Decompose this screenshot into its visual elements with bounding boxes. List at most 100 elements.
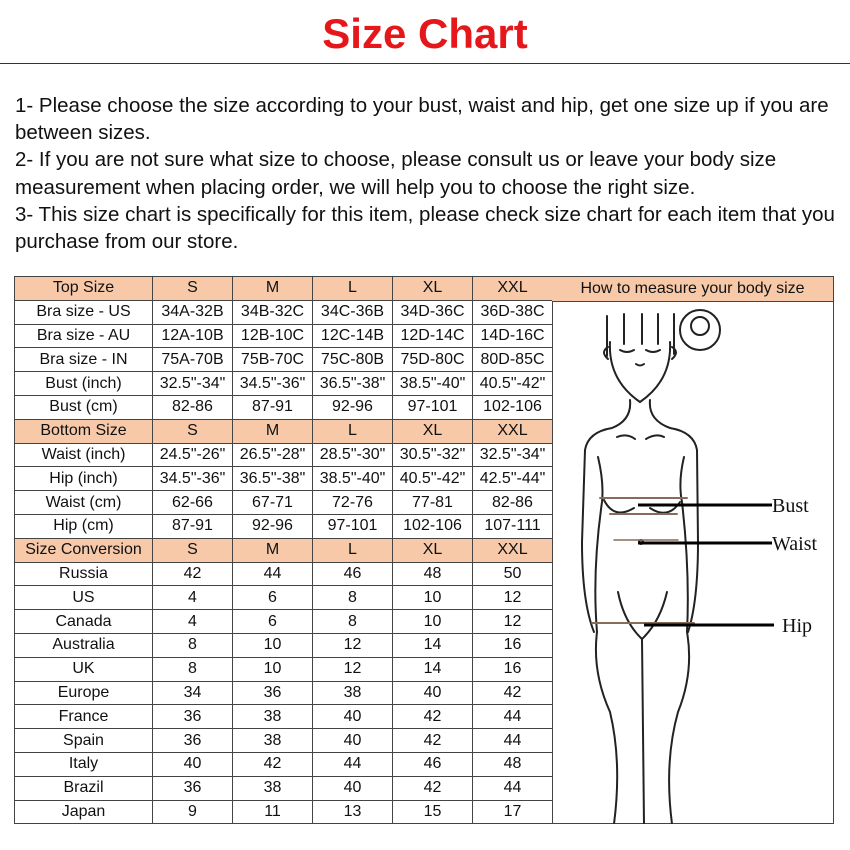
row-label: Russia: [14, 561, 153, 587]
instructions: 1- Please choose the size according to y…: [15, 92, 845, 255]
row-label: Bust (inch): [14, 371, 153, 396]
instruction-3: 3- This size chart is specifically for t…: [15, 202, 835, 254]
table-row: Canada 4 6 8 10 12: [14, 609, 553, 634]
table-cell: 75D-80C: [392, 347, 473, 373]
row-label: Bra size - US: [14, 299, 153, 325]
table-cell: M: [232, 537, 313, 563]
table-cell: 38: [232, 775, 313, 801]
table-row: Italy 40 42 44 46 48: [14, 751, 553, 777]
measure-panel: How to measure your body size: [552, 276, 834, 824]
table-cell: 44: [232, 561, 313, 587]
table-row: Bra size - IN 75A-70B 75B-70C 75C-80B 75D-80…: [14, 347, 553, 373]
row-label: Top Size: [14, 276, 153, 301]
table-cell: 36: [152, 704, 233, 730]
table-cell: 75B-70C: [232, 347, 313, 373]
table-cell: 10: [392, 609, 473, 634]
table-cell: 32.5"-34": [152, 371, 233, 396]
instruction-1: 1- Please choose the size according to y…: [15, 94, 829, 145]
row-label: Europe: [14, 680, 153, 706]
table-cell: M: [232, 276, 313, 301]
table-cell: 42.5"-44": [472, 466, 553, 492]
table-row: US 4 6 8 10 12: [14, 585, 553, 611]
table-cell: 24.5"-26": [152, 442, 233, 468]
table-cell: 6: [232, 609, 313, 634]
table-cell: 38: [232, 728, 313, 753]
table-cell: 48: [392, 561, 473, 587]
row-label: Waist (cm): [14, 490, 153, 515]
table-cell: 4: [152, 585, 233, 611]
table-cell: XXL: [472, 418, 553, 444]
table-cell: 87-91: [152, 513, 233, 539]
table-cell: XL: [392, 537, 473, 563]
hip-label: Hip: [782, 615, 812, 637]
table-row: Bra size - AU 12A-10B 12B-10C 12C-14B 12D-14…: [14, 323, 553, 349]
table-cell: 38: [312, 680, 393, 706]
table-cell: 40: [392, 680, 473, 706]
table-cell: 72-76: [312, 490, 393, 515]
body-outline-figure-icon: Bust Waist Hip: [580, 309, 817, 824]
table-cell: 34A-32B: [152, 299, 233, 325]
waist-label: Waist: [772, 533, 817, 555]
table-cell: 40: [312, 775, 393, 801]
table-cell: 34D-36C: [392, 299, 473, 325]
table-cell: 82-86: [472, 490, 553, 515]
table-cell: 34: [152, 680, 233, 706]
row-label: US: [14, 585, 153, 611]
table-cell: 16: [472, 632, 553, 658]
table-row: France 36 38 40 42 44: [14, 704, 553, 730]
table-row: Waist (inch) 24.5"-26" 26.5"-28" 28.5"-30" 3…: [14, 442, 553, 468]
table-cell: XL: [392, 276, 473, 301]
table-cell: 38.5"-40": [392, 371, 473, 396]
table-cell: 42: [392, 775, 473, 801]
table-cell: 102-106: [472, 394, 553, 420]
table-header-row: Top Size S M L XL XXL: [14, 276, 553, 301]
table-row: Bust (inch) 32.5"-34" 34.5"-36" 36.5"-38" 38…: [14, 371, 553, 396]
table-cell: 42: [232, 751, 313, 777]
table-cell: XXL: [472, 537, 553, 563]
row-label: UK: [14, 656, 153, 682]
table-cell: 38.5"-40": [312, 466, 393, 492]
row-label: Size Conversion: [14, 537, 153, 563]
table-cell: 75C-80B: [312, 347, 393, 373]
table-cell: 8: [152, 656, 233, 682]
table-cell: 92-96: [232, 513, 313, 539]
table-row: UK 8 10 12 14 16: [14, 656, 553, 682]
table-cell: 12C-14B: [312, 323, 393, 349]
size-table: Top Size S M L XL XXL Bra size - US 34A-32B 34B-…: [14, 276, 553, 825]
instruction-2: 2- If you are not sure what size to choo…: [15, 148, 777, 199]
table-cell: S: [152, 537, 233, 563]
table-cell: 44: [472, 728, 553, 753]
table-row: Hip (inch) 34.5"-36" 36.5"-38" 38.5"-40" 40.…: [14, 466, 553, 492]
table-cell: 34C-36B: [312, 299, 393, 325]
table-cell: 44: [472, 775, 553, 801]
table-cell: 28.5"-30": [312, 442, 393, 468]
table-cell: 44: [472, 704, 553, 730]
table-cell: 42: [472, 680, 553, 706]
table-cell: 40: [152, 751, 233, 777]
row-label: Brazil: [14, 775, 153, 801]
table-cell: 82-86: [152, 394, 233, 420]
table-cell: 6: [232, 585, 313, 611]
table-cell: 97-101: [312, 513, 393, 539]
table-cell: 62-66: [152, 490, 233, 515]
table-cell: 8: [312, 585, 393, 611]
table-cell: 12: [472, 585, 553, 611]
row-label: Bra size - IN: [14, 347, 153, 373]
row-label: Japan: [14, 799, 153, 825]
table-cell: XXL: [472, 276, 553, 301]
table-row: Australia 8 10 12 14 16: [14, 632, 553, 658]
divider: [0, 63, 850, 64]
table-row: Japan 9 11 13 15 17: [14, 799, 553, 825]
table-cell: 34.5"-36": [152, 466, 233, 492]
row-label: Italy: [14, 751, 153, 777]
table-cell: 14D-16C: [472, 323, 553, 349]
table-cell: 50: [472, 561, 553, 587]
table-cell: 38: [232, 704, 313, 730]
table-cell: 8: [312, 609, 393, 634]
table-cell: S: [152, 418, 233, 444]
table-cell: 80D-85C: [472, 347, 553, 373]
table-cell: 9: [152, 799, 233, 825]
table-cell: 42: [392, 728, 473, 753]
table-cell: 12: [312, 656, 393, 682]
table-cell: 10: [232, 632, 313, 658]
